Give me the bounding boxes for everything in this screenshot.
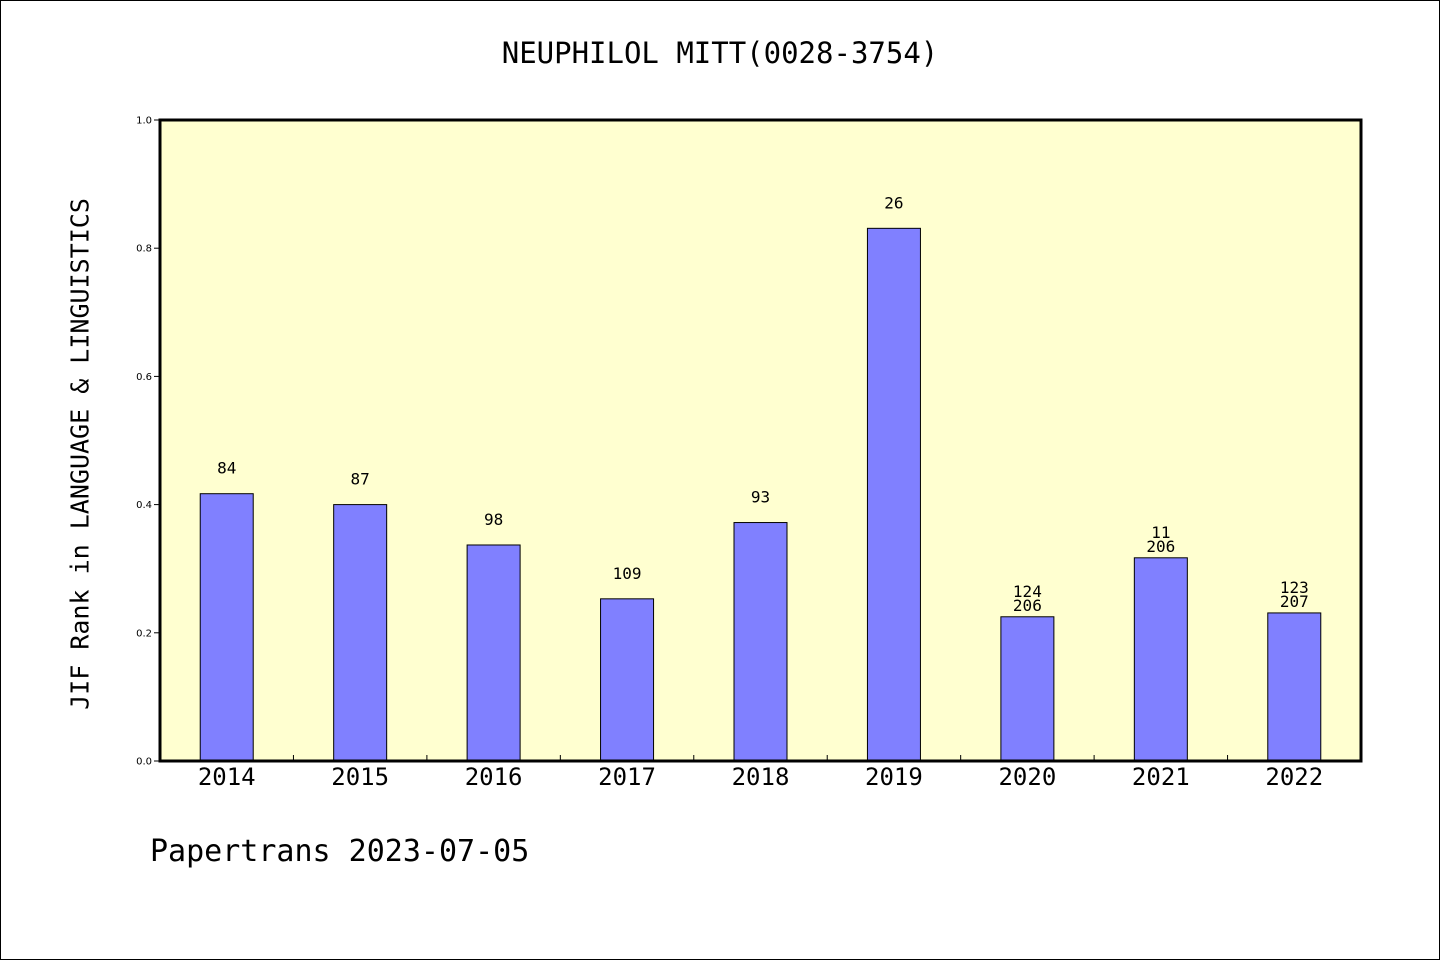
bar-2020 bbox=[1000, 616, 1055, 762]
bar-label-2017-0: 109 bbox=[613, 564, 642, 583]
y-tick-label-0.0: 0.0 bbox=[136, 757, 152, 768]
bar-label-2018-0: 93 bbox=[751, 488, 770, 507]
y-tick-label-1.0: 1.0 bbox=[136, 116, 152, 127]
x-tick-label-2016: 2016 bbox=[465, 763, 523, 791]
chart-title: NEUPHILOL MITT(0028-3754) bbox=[501, 36, 939, 70]
bar-label-2021-0: 11 bbox=[1151, 523, 1170, 542]
footer-credit: Papertrans 2023-07-05 bbox=[150, 834, 530, 869]
bar-label-2020-0: 124 bbox=[1013, 582, 1042, 601]
bar-2015 bbox=[333, 504, 388, 762]
bar-2021 bbox=[1133, 557, 1188, 762]
x-tick-label-2020: 2020 bbox=[998, 763, 1056, 791]
x-tick-label-2021: 2021 bbox=[1132, 763, 1190, 791]
plot-border bbox=[158, 118, 1363, 763]
bar-label-2022-0: 123 bbox=[1280, 578, 1309, 597]
bar-2019 bbox=[866, 227, 921, 762]
bar-label-2021-1: 206 bbox=[1146, 537, 1175, 556]
bar-2022 bbox=[1267, 612, 1322, 762]
bar-2017 bbox=[600, 598, 655, 762]
bar-2016 bbox=[466, 544, 521, 762]
x-tick-label-2022: 2022 bbox=[1265, 763, 1323, 791]
x-tick-label-2014: 2014 bbox=[198, 763, 256, 791]
bar-label-2015-0: 87 bbox=[351, 470, 370, 489]
bar-label-2022-1: 207 bbox=[1280, 592, 1309, 611]
bar-2018 bbox=[733, 522, 788, 762]
y-tick-label-0.6: 0.6 bbox=[136, 372, 152, 383]
x-tick-label-2017: 2017 bbox=[598, 763, 656, 791]
x-tick-label-2018: 2018 bbox=[732, 763, 790, 791]
bar-label-2016-0: 98 bbox=[484, 510, 503, 529]
y-tick-label-0.8: 0.8 bbox=[136, 244, 152, 255]
y-tick-label-0.4: 0.4 bbox=[136, 500, 152, 511]
bar-2014 bbox=[199, 493, 254, 762]
x-tick-label-2019: 2019 bbox=[865, 763, 923, 791]
bar-label-2019-0: 26 bbox=[884, 193, 903, 212]
y-tick-label-0.2: 0.2 bbox=[136, 628, 152, 639]
bar-label-2014-0: 84 bbox=[217, 459, 236, 478]
x-tick-label-2015: 2015 bbox=[331, 763, 389, 791]
bar-label-2020-1: 206 bbox=[1013, 596, 1042, 615]
